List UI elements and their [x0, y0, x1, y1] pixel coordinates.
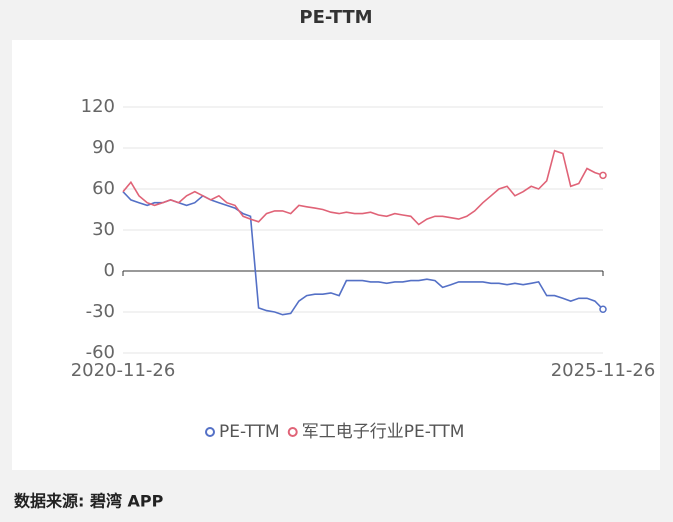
- y-tick-label: 120: [81, 96, 115, 117]
- y-tick-label: 0: [104, 260, 115, 281]
- legend-label: 军工电子行业PE-TTM: [302, 422, 465, 442]
- x-tick-label: 2025-11-26: [551, 360, 656, 381]
- legend-marker: [205, 427, 215, 437]
- source: 数据来源: 碧湾 APP: [14, 492, 164, 511]
- line: [122, 149, 604, 226]
- x-tick-label: 2020-11-26: [71, 360, 176, 381]
- y-tick-label: -60: [86, 342, 115, 363]
- end-marker: [599, 305, 607, 314]
- y-tick-label: -30: [86, 301, 115, 322]
- panel: [12, 40, 660, 470]
- y-tick-label: 60: [92, 178, 115, 199]
- legend-marker: [287, 427, 298, 437]
- legend-label: PE-TTM: [219, 422, 280, 442]
- y-tick-label: 30: [92, 219, 115, 240]
- end-marker: [599, 171, 607, 180]
- chart-title: PE-TTM: [299, 7, 372, 28]
- y-tick-label: 90: [92, 137, 115, 158]
